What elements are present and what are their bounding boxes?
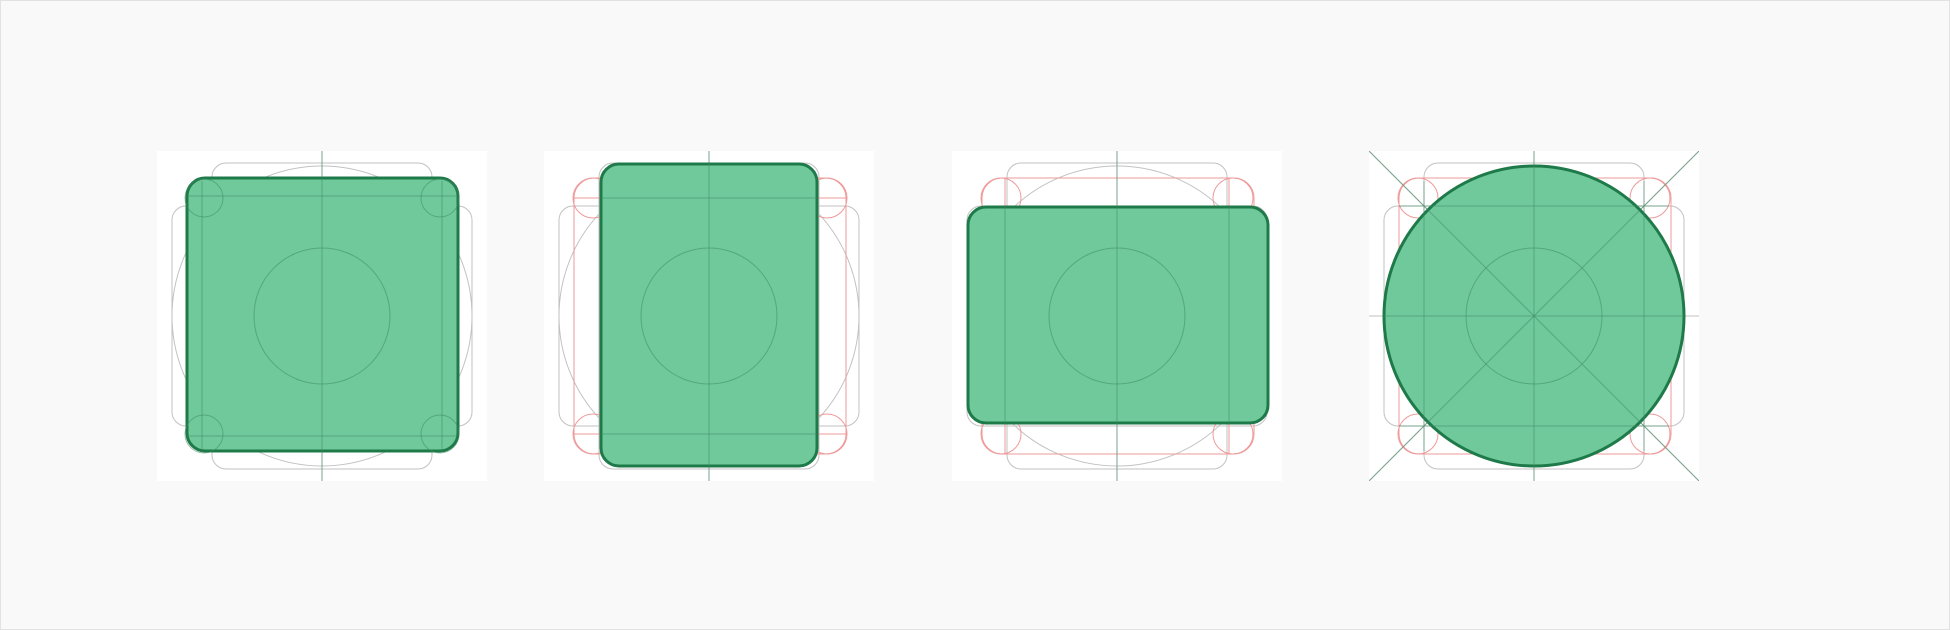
landscape-keyline-diagram: [966, 151, 1270, 481]
circle-keyline-panel: [1369, 151, 1699, 481]
landscape-keyline-panel: [952, 151, 1282, 481]
square-keyline-panel: [157, 151, 487, 481]
landscape-rectangle-shape: [966, 205, 1270, 425]
overlay-guides: [184, 151, 460, 481]
circle-keyline-diagram: [1369, 151, 1699, 481]
square-keyline-diagram: [171, 151, 473, 481]
portrait-keyline-panel: [544, 151, 874, 481]
portrait-keyline-diagram: [558, 151, 860, 481]
overlay-guides: [601, 151, 817, 481]
overlay-guides: [1369, 151, 1699, 481]
overlay-guides: [1004, 151, 1230, 481]
